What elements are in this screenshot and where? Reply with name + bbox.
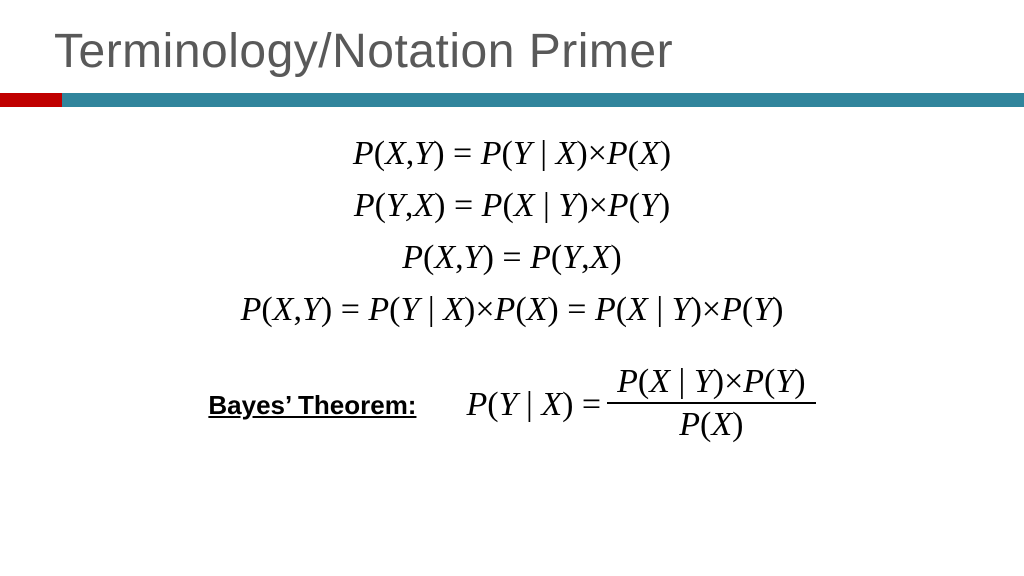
rule-red-segment [0, 93, 62, 107]
bayes-numerator: P(X | Y)×P(Y) [607, 361, 816, 402]
bayes-denominator: P(X) [669, 404, 753, 445]
bayes-fraction: P(X | Y)×P(Y) P(X) [607, 361, 816, 446]
bayes-label: Bayes’ Theorem: [208, 390, 416, 421]
divider-rule [0, 93, 1024, 107]
equation-3: P(X,Y) = P(Y,X) [402, 241, 621, 275]
equation-2: P(Y,X) = P(X | Y)×P(Y) [354, 189, 670, 223]
bayes-row: Bayes’ Theorem: P(Y | X) = P(X | Y)×P(Y)… [208, 363, 815, 448]
content-area: P(X,Y) = P(Y | X)×P(X) P(Y,X) = P(X | Y)… [0, 107, 1024, 448]
title-area: Terminology/Notation Primer [0, 0, 1024, 79]
equation-1: P(X,Y) = P(Y | X)×P(X) [353, 137, 671, 171]
bayes-equation: P(Y | X) = P(X | Y)×P(Y) P(X) [466, 363, 815, 448]
equation-4: P(X,Y) = P(Y | X)×P(X) = P(X | Y)×P(Y) [241, 293, 784, 327]
slide-title: Terminology/Notation Primer [54, 24, 1024, 79]
rule-teal-segment [62, 93, 1024, 107]
